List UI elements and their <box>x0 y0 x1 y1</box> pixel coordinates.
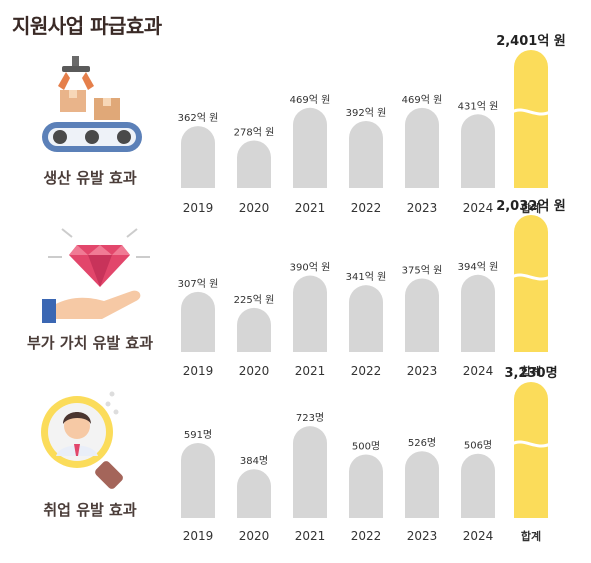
bar-value-label: 723명 <box>296 412 324 424</box>
x-tick-label: 2021 <box>295 529 326 543</box>
total-value-label: 2,032억 원 <box>496 199 566 214</box>
x-tick-label: 2022 <box>351 364 382 378</box>
value-added-chart: 307억 원 2019 225억 원 2020 390억 원 2021 341억 원 2022… <box>178 199 566 378</box>
x-tick-label: 2023 <box>407 364 438 378</box>
x-tick-label: 2020 <box>239 364 270 378</box>
total-tick-label: 합계 <box>521 364 541 378</box>
bar-value-label: 394억 원 <box>458 261 499 273</box>
bar-2019 <box>181 126 215 188</box>
x-tick-label: 2024 <box>463 364 494 378</box>
bar-2019 <box>181 442 215 518</box>
bar-value-label: 500명 <box>352 441 380 453</box>
bar-2023 <box>405 278 439 352</box>
bar-2024 <box>461 453 495 518</box>
bar-2021 <box>293 107 327 188</box>
x-tick-label: 2019 <box>183 364 214 378</box>
bar-2022 <box>349 120 383 188</box>
bar-2024 <box>461 274 495 352</box>
bar-value-label: 526명 <box>408 437 436 449</box>
employee-magnifier-icon <box>41 391 123 489</box>
x-tick-label: 2024 <box>463 201 494 215</box>
bar-2022 <box>349 285 383 352</box>
axis-break <box>511 273 551 281</box>
bar-total <box>514 382 548 518</box>
bar-value-label: 431억 원 <box>458 100 499 112</box>
page-title: 지원사업 파급효과 <box>12 14 162 38</box>
bar-2020 <box>237 140 271 188</box>
x-tick-label: 2021 <box>295 201 326 215</box>
bar-value-label: 469억 원 <box>402 94 443 106</box>
bar-value-label: 506명 <box>464 440 492 452</box>
x-tick-label: 2019 <box>183 201 214 215</box>
axis-break <box>511 440 551 448</box>
x-tick-label: 2022 <box>351 201 382 215</box>
bar-2023 <box>405 107 439 188</box>
bar-2021 <box>293 275 327 352</box>
bar-2023 <box>405 451 439 518</box>
bar-value-label: 278억 원 <box>234 126 275 138</box>
employment-chart: 591명 2019 384명 2020 723명 2021 500명 2022 526명 2023… <box>181 365 558 543</box>
x-tick-label: 2023 <box>407 529 438 543</box>
bar-value-label: 375억 원 <box>402 265 443 277</box>
x-tick-label: 2023 <box>407 201 438 215</box>
bar-2022 <box>349 454 383 518</box>
x-tick-label: 2020 <box>239 201 270 215</box>
total-tick-label: 합계 <box>521 529 541 543</box>
bar-value-label: 384명 <box>240 455 268 467</box>
factory-conveyor-icon <box>42 56 142 152</box>
bar-2020 <box>237 469 271 518</box>
bar-value-label: 341억 원 <box>346 271 387 283</box>
bar-2019 <box>181 291 215 352</box>
bar-value-label: 225억 원 <box>234 294 275 306</box>
bar-value-label: 591명 <box>184 429 212 441</box>
bar-2020 <box>237 307 271 352</box>
total-value-label: 3,230명 <box>504 365 557 381</box>
bar-2024 <box>461 114 495 188</box>
bar-value-label: 469억 원 <box>290 94 331 106</box>
section-production: 생산 유발 효과 362억 원 2019 278억 원 2020 469억 원 2021 3… <box>0 34 591 215</box>
diamond-hand-icon <box>42 228 150 323</box>
axis-break <box>511 108 551 116</box>
bar-value-label: 362억 원 <box>178 112 219 124</box>
x-tick-label: 2021 <box>295 364 326 378</box>
section-label: 부가 가치 유발 효과 <box>26 334 154 352</box>
bar-total <box>514 50 548 188</box>
total-value-label: 2,401억 원 <box>496 34 566 49</box>
x-tick-label: 2020 <box>239 529 270 543</box>
section-label: 취업 유발 효과 <box>43 501 137 519</box>
bar-value-label: 390억 원 <box>290 262 331 274</box>
bar-2021 <box>293 426 327 518</box>
x-tick-label: 2019 <box>183 529 214 543</box>
total-tick-label: 합계 <box>521 201 541 215</box>
section-value-added: 부가 가치 유발 효과 307억 원 2019 225억 원 2020 390억 원 20… <box>0 199 591 378</box>
x-tick-label: 2022 <box>351 529 382 543</box>
bar-value-label: 392억 원 <box>346 107 387 119</box>
bar-value-label: 307억 원 <box>178 278 219 290</box>
x-tick-label: 2024 <box>463 529 494 543</box>
production-chart: 362억 원 2019 278억 원 2020 469억 원 2021 392억 원 2022… <box>178 34 566 215</box>
section-label: 생산 유발 효과 <box>43 169 137 187</box>
section-employment: 취업 유발 효과 591명 2019 384명 2020 723명 2021 500명 202… <box>0 365 591 543</box>
bar-total <box>514 215 548 352</box>
